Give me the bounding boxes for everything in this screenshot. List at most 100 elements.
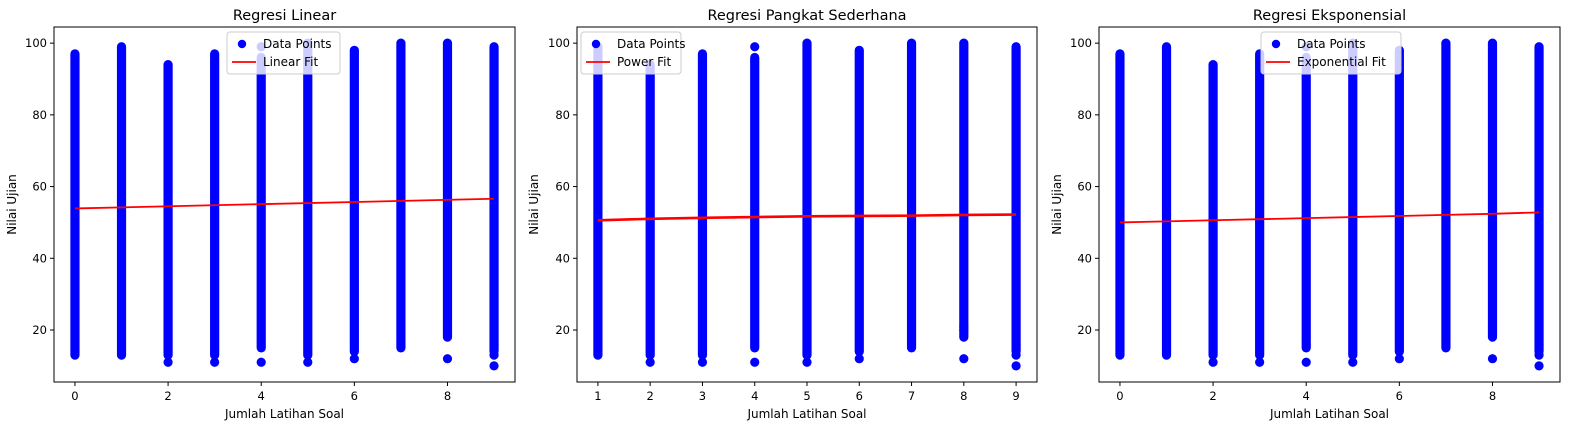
y-tick-label: 80	[1077, 108, 1092, 122]
data-point-column	[116, 42, 127, 360]
data-point-column	[1394, 45, 1404, 357]
data-point-column	[1115, 49, 1125, 360]
data-point	[489, 361, 499, 371]
x-axis-label: Jumlah Latihan Soal	[224, 407, 344, 421]
data-point	[1534, 350, 1544, 360]
data-point	[1534, 339, 1544, 349]
data-point	[1301, 357, 1311, 367]
data-point-column	[802, 38, 812, 360]
x-tick-label: 4	[258, 389, 265, 403]
data-point-column	[1255, 49, 1265, 360]
data-point-column	[70, 49, 80, 360]
data-point	[1255, 357, 1265, 367]
data-point-column	[1161, 42, 1172, 360]
data-point	[959, 321, 969, 332]
data-point	[697, 357, 708, 367]
y-tick-label: 80	[32, 108, 47, 122]
y-tick-label: 40	[1077, 251, 1092, 265]
data-points-series	[593, 38, 1021, 371]
data-point-column	[1441, 38, 1451, 353]
legend: Data Points Exponential Fit	[1260, 31, 1402, 75]
legend-label-fit: Exponential Fit	[1297, 55, 1386, 69]
data-point-column	[1011, 42, 1021, 357]
x-tick-label: 8	[1489, 389, 1496, 403]
legend-marker-data-points	[237, 39, 247, 49]
legend-label-data-points: Data Points	[617, 37, 686, 51]
fit-line	[74, 197, 495, 210]
data-point-column	[906, 38, 917, 353]
x-tick-label: 2	[164, 389, 171, 403]
chart-title: Regresi Pangkat Sederhana	[707, 8, 906, 24]
data-point	[442, 321, 453, 332]
y-tick-label: 60	[32, 180, 47, 194]
data-point	[1534, 361, 1544, 371]
y-tick-label: 60	[555, 180, 570, 194]
x-tick-label: 5	[803, 389, 810, 403]
legend: Data Points Power Fit	[580, 31, 686, 75]
plot-frame	[53, 26, 516, 383]
legend-label-data-points: Data Points	[1297, 37, 1366, 51]
legend-marker-data-points	[1271, 39, 1281, 49]
data-point-column	[593, 42, 603, 360]
data-point	[1487, 354, 1498, 364]
fit-line	[1119, 211, 1540, 224]
legend-box	[1260, 31, 1402, 75]
data-point-column	[303, 38, 313, 360]
data-point	[256, 357, 266, 367]
x-tick-label: 7	[908, 389, 915, 403]
y-tick-label: 60	[1077, 180, 1092, 194]
data-point	[1011, 361, 1021, 371]
data-point-column	[1208, 60, 1218, 360]
data-point	[1487, 321, 1498, 332]
x-axis-label: Jumlah Latihan Soal	[1269, 407, 1389, 421]
y-tick-label: 80	[555, 108, 570, 122]
data-point	[163, 357, 173, 367]
x-tick-label: 8	[444, 389, 451, 403]
x-tick-label: 6	[856, 389, 863, 403]
data-point	[1011, 339, 1021, 349]
data-point-column	[396, 38, 406, 353]
legend-label-fit: Linear Fit	[263, 55, 318, 69]
legend-label-fit: Power Fit	[617, 55, 671, 69]
y-axis-label: Nilai Ujian	[1050, 174, 1064, 235]
y-tick-label: 40	[555, 251, 570, 265]
chart-title: Regresi Linear	[233, 8, 336, 24]
x-tick-label: 2	[647, 389, 654, 403]
data-point-column	[349, 45, 359, 357]
data-point	[489, 339, 499, 349]
data-point	[750, 42, 760, 52]
data-point	[1208, 357, 1218, 367]
data-point	[854, 354, 864, 364]
x-tick-label: 0	[1116, 389, 1123, 403]
data-point	[1011, 350, 1021, 360]
data-point	[442, 354, 453, 364]
data-point	[210, 357, 220, 367]
y-tick-label: 100	[1070, 36, 1092, 50]
chart-panel-1: Regresi Linear 0 2 4 6 8 20 40 60 80 100 Jumlah Lat…	[5, 8, 516, 421]
data-point-column	[1348, 38, 1358, 360]
data-point-column	[854, 45, 864, 357]
data-point-column	[697, 49, 708, 360]
data-point	[750, 357, 760, 367]
x-tick-label: 1	[594, 389, 601, 403]
legend-box	[226, 31, 341, 75]
data-point	[959, 354, 969, 364]
x-tick-label: 4	[751, 389, 758, 403]
x-tick-label: 9	[1012, 389, 1019, 403]
data-point-column	[256, 52, 266, 353]
x-tick-label: 3	[699, 389, 706, 403]
legend: Data Points Linear Fit	[226, 31, 341, 75]
legend-label-data-points: Data Points	[263, 37, 332, 51]
data-point-column	[1487, 38, 1498, 342]
data-point	[1394, 354, 1404, 364]
data-points-series	[1115, 38, 1544, 371]
y-tick-label: 40	[32, 251, 47, 265]
y-axis-label: Nilai Ujian	[527, 174, 541, 235]
y-tick-label: 20	[555, 323, 570, 337]
data-point-column	[163, 60, 173, 360]
y-tick-label: 20	[32, 323, 47, 337]
data-point-column	[959, 38, 969, 342]
data-point	[349, 354, 359, 364]
data-point	[645, 357, 655, 367]
